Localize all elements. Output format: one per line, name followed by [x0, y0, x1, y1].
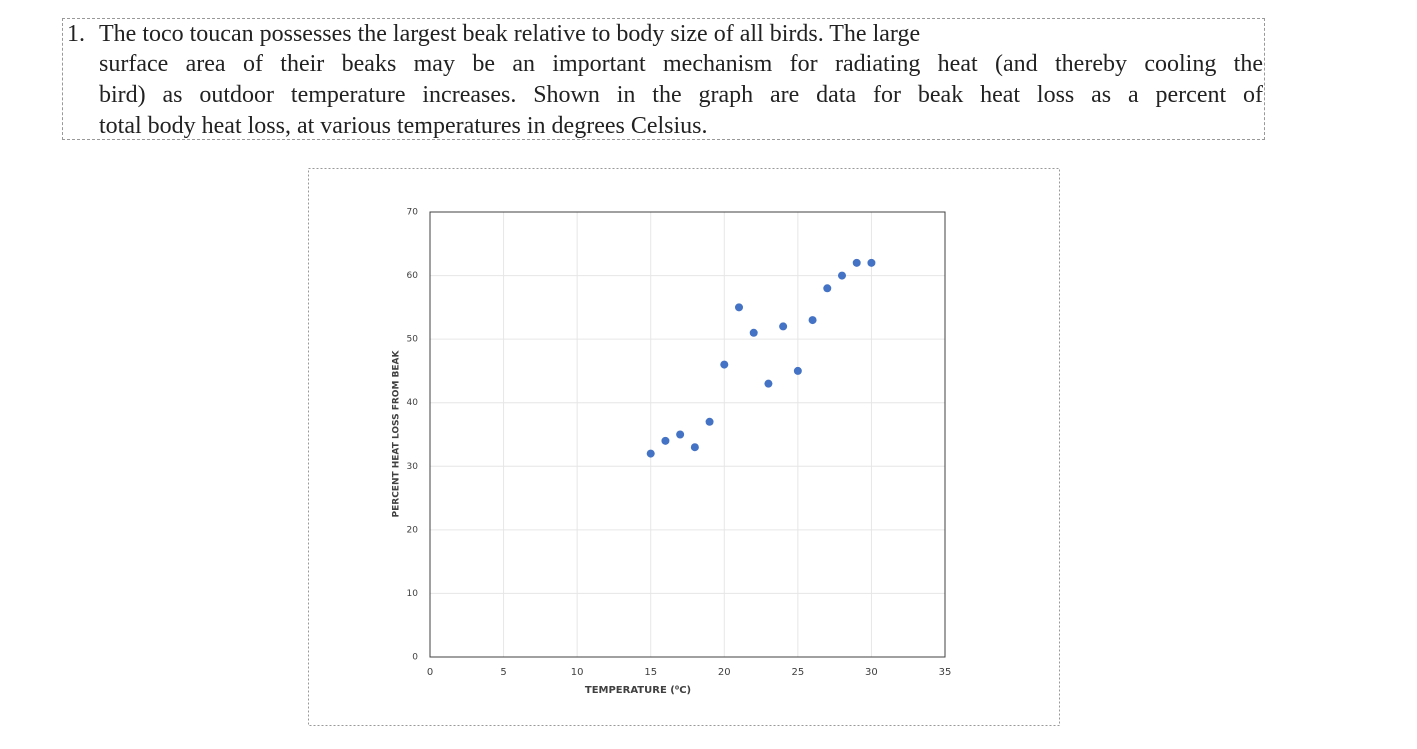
text-line: The toco toucan possesses the largest be…	[99, 21, 921, 47]
point	[838, 271, 846, 280]
point	[852, 258, 861, 267]
text-line: bird) as outdoor temperature increases. …	[99, 82, 1263, 108]
point	[646, 449, 655, 458]
y-tick-label: 60	[407, 271, 419, 281]
point	[705, 417, 714, 426]
point	[661, 436, 670, 445]
y-tick-label: 50	[407, 335, 419, 345]
point	[690, 443, 699, 452]
x-tick-label: 15	[644, 667, 657, 678]
chart-frame	[308, 168, 1060, 726]
question: 1. The toco toucan possesses the largest…	[62, 18, 1265, 140]
x-tick-label: 0	[427, 667, 433, 678]
text-line: total body heat loss, at various tempera…	[99, 113, 708, 139]
point	[735, 303, 743, 312]
y-tick-label: 70	[407, 208, 419, 218]
text-line: surface area of their beaks may be an im…	[99, 51, 1263, 77]
point	[808, 316, 817, 325]
point	[764, 379, 773, 388]
y-tick-label: 10	[407, 589, 419, 599]
point	[823, 284, 832, 293]
x-tick-label: 10	[571, 667, 584, 678]
x-tick-label: 20	[718, 667, 731, 678]
point	[779, 322, 788, 331]
plot-area	[429, 211, 946, 658]
y-tick-label: 40	[407, 398, 419, 408]
x-tick-label: 5	[500, 667, 506, 678]
question-number: 1.	[67, 21, 85, 47]
point	[720, 360, 729, 369]
y-tick-label: 20	[407, 525, 419, 535]
x-axis-label: TEMPERATURE (⁰C)	[585, 685, 691, 696]
point	[793, 366, 802, 375]
point	[676, 430, 685, 439]
point	[749, 328, 758, 337]
x-tick-label: 35	[939, 667, 952, 678]
chart: TEMPERATURE (⁰C) PERCENT HEAT LOSS FROM …	[308, 168, 1060, 726]
y-axis-label: PERCENT HEAT LOSS FROM BEAK	[392, 349, 402, 517]
x-tick-label: 25	[791, 667, 804, 678]
y-tick-label: 30	[407, 462, 419, 472]
point	[867, 258, 876, 267]
y-tick-label: 0	[412, 653, 418, 663]
x-tick-label: 30	[865, 667, 878, 678]
